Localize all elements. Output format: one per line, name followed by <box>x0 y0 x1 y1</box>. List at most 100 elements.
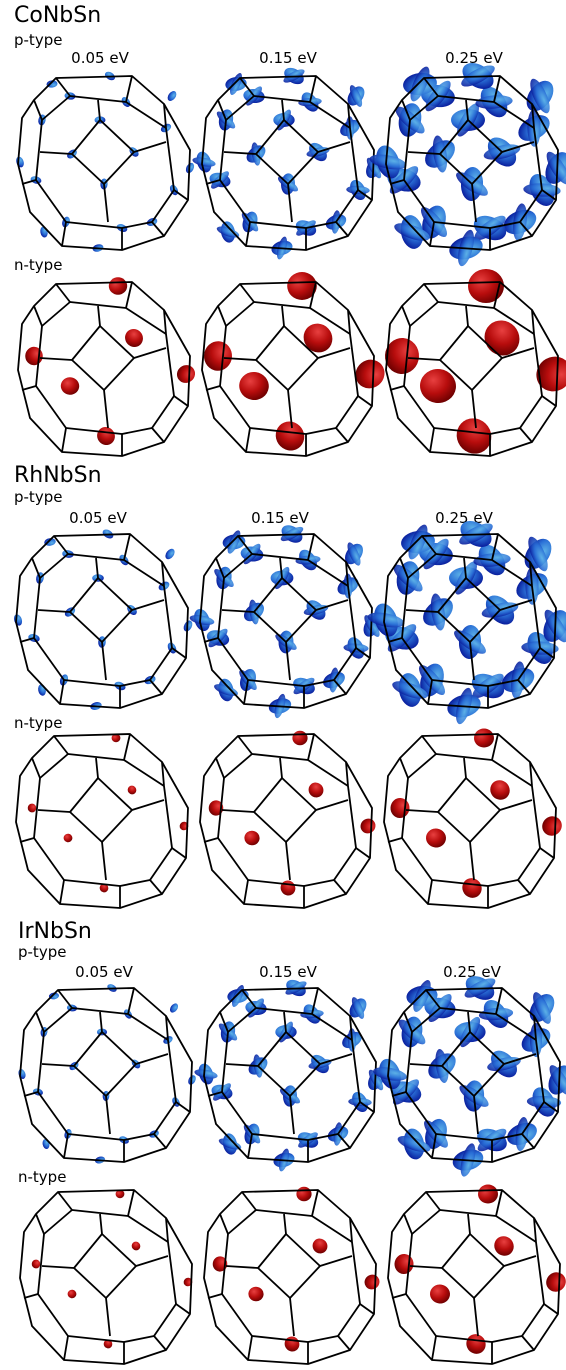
zone-edge <box>541 395 557 407</box>
zone-edge <box>127 1189 135 1217</box>
zone-edge <box>225 95 255 121</box>
zone-edge <box>285 641 291 681</box>
electron-pocket <box>542 816 562 836</box>
zone-edge <box>337 1133 351 1149</box>
zone-edge <box>495 1013 537 1041</box>
zone-edge <box>281 777 317 811</box>
energy-label-rhnbsn-1: 0.05 eV <box>69 509 127 527</box>
zone-edge <box>163 585 173 649</box>
electron-pocket <box>312 1238 328 1254</box>
zone-edge <box>333 879 347 895</box>
zone-edge <box>403 1213 413 1235</box>
hole-pocket-lobe <box>530 78 550 114</box>
electron-pocket <box>108 277 128 295</box>
zone-edge <box>133 141 167 153</box>
zone-edge <box>285 841 291 881</box>
zone-edge <box>255 119 285 155</box>
hole-pocket-lobe <box>528 536 548 572</box>
electron-pocket <box>60 377 80 395</box>
zone-edge <box>153 1335 167 1351</box>
zone-edge <box>23 1091 39 1097</box>
fermi-surface-irnbsn-n-015 <box>200 1186 380 1366</box>
zone-edge <box>41 95 71 121</box>
zone-edge <box>441 1267 475 1299</box>
fermi-pockets <box>25 277 196 446</box>
zone-edge <box>257 1031 287 1067</box>
zone-edge <box>217 777 225 839</box>
zone-edge <box>253 95 311 103</box>
zone-edge <box>491 559 533 587</box>
zone-edge <box>241 1191 257 1211</box>
zone-edge <box>257 1065 291 1097</box>
zone-edge <box>435 753 493 761</box>
zone-edge <box>221 1031 229 1093</box>
zone-edge <box>359 1303 375 1315</box>
zone-edge <box>203 837 219 843</box>
hole-pocket-lobe <box>351 997 365 1019</box>
brillouin-zone-svg <box>13 529 193 710</box>
zone-edge <box>257 1267 291 1299</box>
zone-edge <box>335 189 359 223</box>
zone-edge <box>315 599 349 611</box>
zone-edge <box>33 577 41 639</box>
zone-edges <box>385 281 559 457</box>
fermi-pockets <box>369 63 566 267</box>
zone-edge <box>41 1063 75 1067</box>
zone-edge <box>403 325 411 387</box>
zone-edge <box>357 395 373 407</box>
zone-edge <box>359 1101 375 1113</box>
brillouin-zone-svg <box>384 269 566 457</box>
zone-edge <box>135 1255 169 1267</box>
zone-edges <box>199 533 373 709</box>
zone-edge <box>347 309 351 335</box>
hole-pocket-lobe <box>216 226 240 238</box>
p-type-label-rhnbsn: p-type <box>14 488 63 506</box>
zone-edge <box>207 1293 223 1299</box>
zone-edge <box>41 1265 75 1269</box>
zone-edge <box>335 395 359 429</box>
zone-edge <box>219 325 227 387</box>
zone-edges <box>383 733 557 909</box>
zone-edge <box>425 989 441 1009</box>
zone-edge <box>123 559 165 587</box>
hole-pocket-lobe <box>189 615 215 625</box>
zone-edges <box>15 533 189 709</box>
zone-edge <box>245 427 251 453</box>
zone-edge <box>431 1335 437 1361</box>
zone-edge <box>499 599 533 611</box>
electron-pocket <box>275 421 305 451</box>
zone-edge <box>247 1133 253 1159</box>
zone-edge <box>425 1191 441 1211</box>
zone-edge <box>473 1297 479 1337</box>
zone-edge <box>223 553 253 579</box>
zone-edge <box>391 1293 407 1299</box>
zone-edge <box>73 1267 107 1299</box>
electron-pocket <box>546 1272 566 1292</box>
fermi-pockets <box>384 269 566 454</box>
brillouin-zone-svg <box>387 1184 566 1365</box>
zone-edge <box>105 1297 111 1337</box>
fermi-surface-conbsn-n-005 <box>14 277 196 458</box>
zone-edge <box>337 1303 361 1337</box>
zone-edge <box>149 879 163 895</box>
fermi-pockets <box>208 730 376 896</box>
electron-pocket <box>203 341 233 371</box>
electron-pocket <box>456 418 492 454</box>
zone-edge <box>335 427 349 443</box>
hole-pocket-lobe <box>192 157 216 167</box>
zone-edge <box>225 1063 259 1067</box>
zone-edge <box>161 561 165 587</box>
electron-pocket <box>360 818 376 834</box>
zone-edge <box>465 777 501 811</box>
energy-label-conbsn-1: 0.05 eV <box>71 49 129 67</box>
zone-edge <box>97 99 101 121</box>
energy-label-irnbsn-2: 0.15 eV <box>259 963 317 981</box>
zone-edge <box>125 75 133 103</box>
zone-edges <box>203 987 377 1163</box>
zone-edge <box>421 735 437 755</box>
zone-edge <box>535 1039 545 1103</box>
fermi-pockets <box>373 976 566 1177</box>
zone-edge <box>463 757 467 779</box>
fermi-pockets <box>31 1189 193 1349</box>
zone-edge <box>307 1133 339 1141</box>
